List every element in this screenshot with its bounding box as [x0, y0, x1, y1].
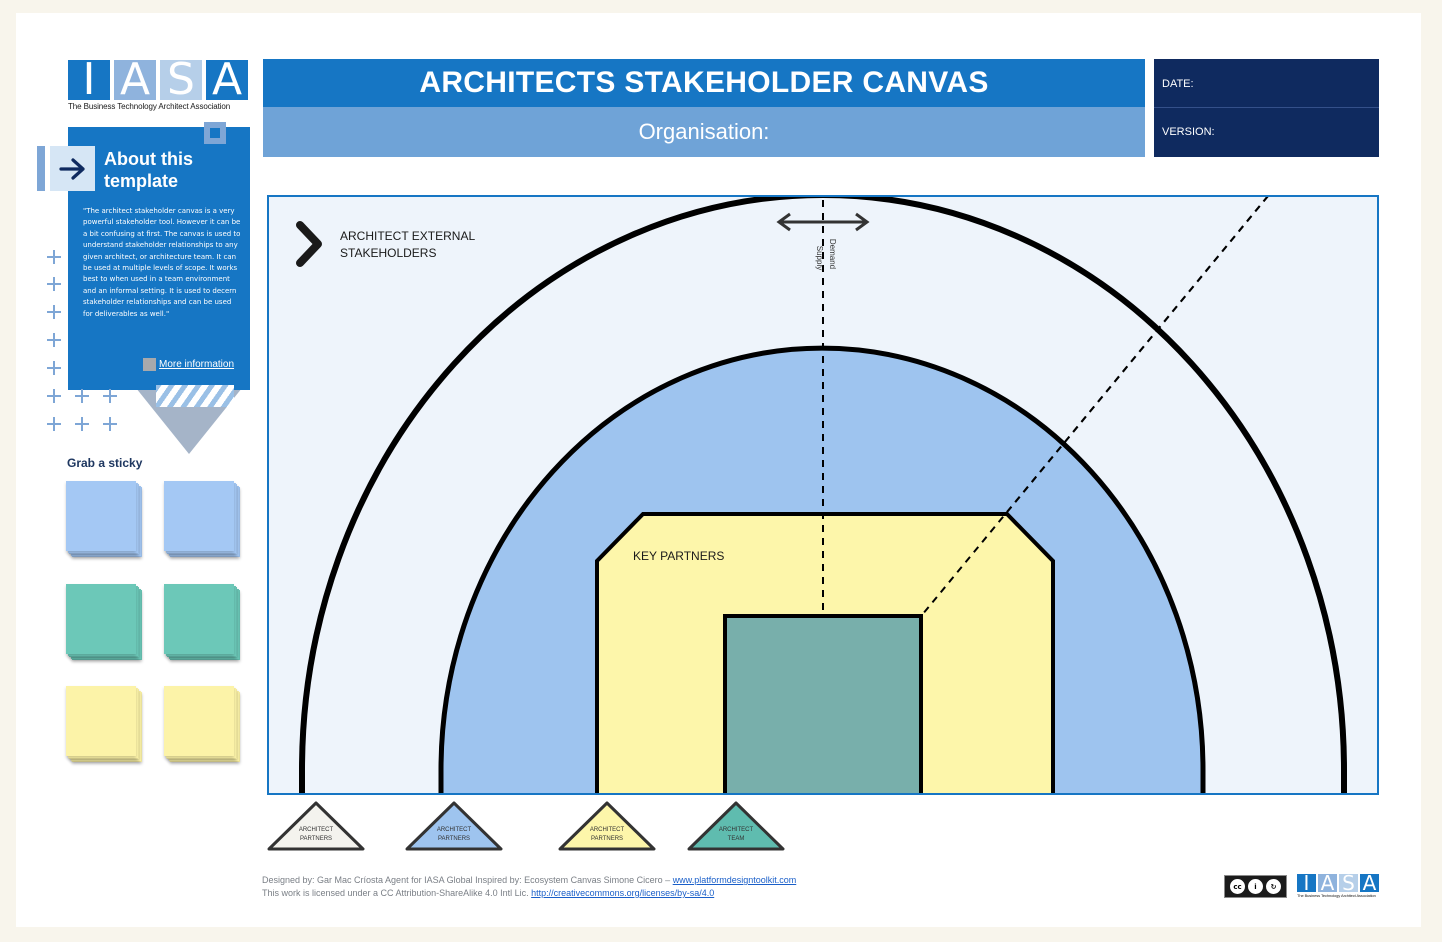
sticky-note: [164, 584, 234, 654]
organisation-field[interactable]: Organisation:: [263, 107, 1145, 157]
arrow-right-icon: [50, 146, 95, 191]
chevron-right-icon: [296, 221, 322, 267]
sticky-note-stack[interactable]: [66, 481, 142, 557]
cc-license-badge: cc i ↻: [1224, 875, 1287, 898]
legend-item[interactable]: ARCHITECT PARTNERS: [267, 801, 365, 851]
sticky-note: [66, 584, 136, 654]
external-stakeholders-label-2: STAKEHOLDERS: [340, 246, 436, 260]
plus-icon: [47, 277, 61, 291]
plus-icon: [47, 305, 61, 319]
legend-label-3a: ARCHITECT: [590, 827, 625, 833]
about-stripes: [156, 385, 234, 407]
logo-small-letter-a: A: [1318, 873, 1337, 893]
sticky-note-stack[interactable]: [164, 686, 240, 762]
license-link[interactable]: http://creativecommons.org/licenses/by-s…: [531, 888, 715, 898]
sa-icon: ↻: [1266, 879, 1281, 894]
supply-demand-arrow-icon: [776, 212, 870, 232]
iasa-logo-small: I A S A The Business Technology Architec…: [1297, 873, 1379, 898]
about-body: "The architect stakeholder canvas is a v…: [83, 207, 241, 318]
legend-label-4a: ARCHITECT: [719, 827, 754, 833]
plus-icon: [47, 250, 61, 264]
more-information-label: More information: [159, 359, 235, 370]
legend-label-1b: PARTNERS: [300, 836, 332, 842]
about-panel: [68, 127, 250, 390]
page-title: ARCHITECTS STAKEHOLDER CANVAS: [263, 59, 1145, 107]
cc-icon: cc: [1230, 879, 1245, 894]
logo-small-letter-i: I: [1297, 873, 1316, 893]
about-corner-icon: [204, 122, 226, 144]
grab-a-sticky-label: Grab a sticky: [67, 456, 143, 470]
more-information-link[interactable]: More information: [143, 358, 234, 371]
legend-label-3b: PARTNERS: [591, 836, 623, 842]
canvas-frame: [267, 195, 1379, 795]
legend-item[interactable]: ARCHITECT PARTNERS: [558, 801, 656, 851]
supply-label: Supply: [815, 246, 824, 270]
plus-icon: [103, 389, 117, 403]
about-title: About this template: [104, 149, 193, 191]
legend-label-2a: ARCHITECT: [437, 827, 472, 833]
footer-line2: This work is licensed under a CC Attribu…: [262, 888, 532, 898]
sticky-note-stack[interactable]: [164, 481, 240, 557]
legend-item[interactable]: ARCHITECT TEAM: [687, 801, 785, 851]
sticky-note: [164, 686, 234, 756]
sticky-note-stack[interactable]: [66, 584, 142, 660]
sticky-note-stack[interactable]: [66, 686, 142, 762]
link-square-icon: [143, 358, 156, 371]
sticky-note: [164, 481, 234, 551]
sticky-note-stack[interactable]: [164, 584, 240, 660]
logo-letter-i: I: [68, 58, 110, 102]
by-icon: i: [1248, 879, 1263, 894]
footer-credits: Designed by: Gar Mac Críosta Agent for I…: [262, 874, 796, 900]
logo-small-tagline: The Business Technology Architect Associ…: [1297, 893, 1376, 898]
plus-icon: [47, 361, 61, 375]
logo-letter-a: A: [114, 58, 156, 102]
demand-label: Demand: [828, 239, 837, 269]
logo-letter-a2: A: [206, 58, 248, 102]
meta-panel: DATE: VERSION:: [1154, 59, 1379, 157]
external-stakeholders-label-1: ARCHITECT EXTERNAL: [340, 229, 475, 243]
logo-small-letter-s: S: [1339, 873, 1358, 893]
plus-icon: [75, 417, 89, 431]
plus-icon: [47, 333, 61, 347]
meta-divider: [1154, 107, 1379, 108]
logo-small-letter-a2: A: [1360, 873, 1379, 893]
logo-letter-s: S: [160, 58, 202, 102]
legend-label-1a: ARCHITECT: [299, 827, 334, 833]
architect-team-area[interactable]: [723, 614, 923, 800]
iasa-logo: I A S A The Business Technology Architec…: [68, 58, 250, 111]
legend-label-2b: PARTNERS: [438, 836, 470, 842]
legend-label-4b: TEAM: [728, 836, 745, 842]
plus-icon: [47, 389, 61, 403]
date-field[interactable]: DATE:: [1162, 78, 1194, 90]
key-partners-label: KEY PARTNERS: [633, 549, 724, 563]
plus-icon: [75, 389, 89, 403]
version-field[interactable]: VERSION:: [1162, 126, 1215, 138]
arrow-bar: [37, 146, 45, 191]
footer-line1: Designed by: Gar Mac Críosta Agent for I…: [262, 875, 673, 885]
logo-tagline: The Business Technology Architect Associ…: [68, 102, 231, 111]
legend-item[interactable]: ARCHITECT PARTNERS: [405, 801, 503, 851]
sticky-note: [66, 481, 136, 551]
plus-icon: [47, 417, 61, 431]
plus-icon: [103, 417, 117, 431]
sticky-note: [66, 686, 136, 756]
platform-toolkit-link[interactable]: www.platformdesigntoolkit.com: [672, 875, 797, 885]
